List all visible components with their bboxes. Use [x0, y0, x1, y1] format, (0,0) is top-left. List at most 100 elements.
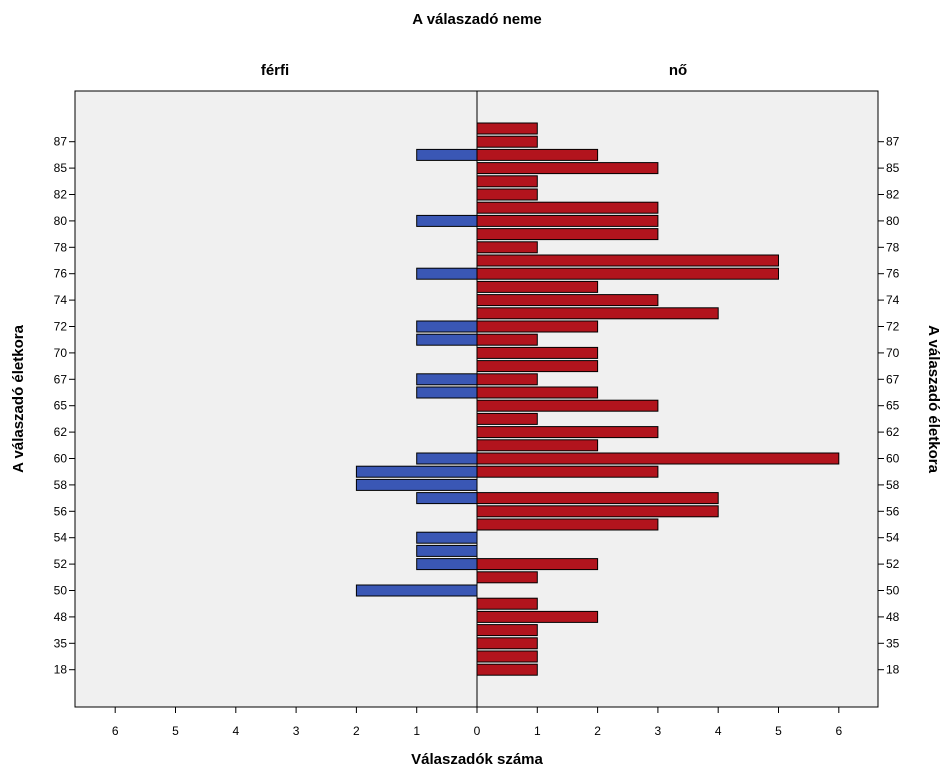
y-tick-label-right: 74: [886, 293, 900, 307]
bar-no-51: [476, 571, 538, 584]
y-tick-label-right: 65: [886, 399, 900, 413]
y-tick-label-left: 52: [54, 557, 68, 571]
bar-no-86: [476, 148, 599, 161]
bar-no-60: [476, 452, 840, 465]
bar-no-59: [476, 465, 659, 478]
y-tick-label-left: 76: [54, 267, 68, 281]
y-tick-label-left: 72: [54, 320, 68, 334]
y-tick-label-left: 50: [54, 584, 68, 598]
bar-no-77: [476, 254, 779, 267]
bar-no-78: [476, 241, 538, 254]
bar-no-75: [476, 280, 599, 293]
x-tick-label: 2: [594, 724, 601, 738]
x-tick-label: 1: [534, 724, 541, 738]
bar-ferfi-54: [416, 531, 478, 544]
bar-no-85: [476, 162, 659, 175]
bar-no-55: [476, 518, 659, 531]
panel-label-ferfi: férfi: [261, 62, 289, 79]
x-tick-label: 3: [655, 724, 662, 738]
bar-no-56: [476, 505, 719, 518]
y-tick-label-left: 56: [54, 504, 68, 518]
x-tick-label: 6: [112, 724, 119, 738]
x-tick-label: 5: [172, 724, 179, 738]
y-tick-label-right: 82: [886, 188, 900, 202]
x-tick-label: 2: [353, 724, 360, 738]
y-tick-label-right: 62: [886, 425, 900, 439]
bar-layer: [355, 122, 840, 676]
y-tick-label-left: 87: [54, 135, 68, 149]
y-tick-label-right: 87: [886, 135, 900, 149]
y-tick-label-left: 58: [54, 478, 68, 492]
bar-no-87: [476, 135, 538, 148]
bar-no-83: [476, 175, 538, 188]
bar-ferfi-80: [416, 214, 478, 227]
y-axis-ticks: 87 87 85 85 82 82 80 80 78 78 76 76 74 74 72 72 70 70 67 67…: [54, 135, 900, 677]
bar-no-70: [476, 346, 599, 359]
y-tick-label-left: 35: [54, 636, 68, 650]
y-tick-label-left: 78: [54, 240, 68, 254]
y-tick-label-right: 72: [886, 320, 900, 334]
x-tick-label: 5: [775, 724, 782, 738]
y-tick-label-left: 48: [54, 610, 68, 624]
bar-no-65: [476, 399, 659, 412]
bar-ferfi-60: [416, 452, 478, 465]
y-tick-label-right: 76: [886, 267, 900, 281]
bar-no-52: [476, 558, 599, 571]
bar-no-57: [476, 492, 719, 505]
y-tick-label-right: 78: [886, 240, 900, 254]
bar-ferfi-86: [416, 148, 478, 161]
panel-label-no: nő: [669, 62, 687, 79]
x-axis-label: Válaszadók száma: [411, 751, 543, 768]
y-tick-label-left: 74: [54, 293, 68, 307]
bar-ferfi-57: [416, 492, 478, 505]
bar-no-73: [476, 307, 719, 320]
y-tick-label-left: 18: [54, 663, 68, 677]
bar-no-49: [476, 597, 538, 610]
bar-no-88: [476, 122, 538, 135]
bar-no-69: [476, 360, 599, 373]
chart-title: A válaszadó neme: [412, 11, 542, 28]
y-tick-label-left: 62: [54, 425, 68, 439]
bar-no-62: [476, 426, 659, 439]
bar-no-81: [476, 201, 659, 214]
y-tick-label-right: 85: [886, 161, 900, 175]
bar-no-67: [476, 373, 538, 386]
bar-ferfi-58: [355, 478, 478, 491]
bar-ferfi-67: [416, 373, 478, 386]
bar-no-66: [476, 386, 599, 399]
x-tick-label: 3: [293, 724, 300, 738]
y-tick-label-right: 56: [886, 504, 900, 518]
bar-no-82: [476, 188, 538, 201]
bar-ferfi-71: [416, 333, 478, 346]
y-tick-label-left: 67: [54, 372, 68, 386]
bar-ferfi-66: [416, 386, 478, 399]
y-tick-label-right: 58: [886, 478, 900, 492]
y-tick-label-left: 82: [54, 188, 68, 202]
bar-no-76: [476, 267, 779, 280]
x-tick-label: 0: [474, 724, 481, 738]
bar-no-79: [476, 228, 659, 241]
bar-no-35: [476, 637, 538, 650]
bar-ferfi-72: [416, 320, 478, 333]
bar-ferfi-76: [416, 267, 478, 280]
y-tick-label-right: 67: [886, 372, 900, 386]
bar-no-63: [476, 412, 538, 425]
x-tick-label: 4: [715, 724, 722, 738]
bar-no-48: [476, 610, 599, 623]
x-axis-ticks: 0 1 1 2 2 3 3 4 4 5 5 6 6: [112, 707, 842, 738]
y-tick-label-left: 65: [54, 399, 68, 413]
y-tick-label-right: 48: [886, 610, 900, 624]
y-tick-label-right: 80: [886, 214, 900, 228]
y-tick-label-right: 35: [886, 636, 900, 650]
y-axis-label-right: A válaszadó életkora: [925, 325, 942, 474]
y-tick-label-right: 60: [886, 452, 900, 466]
bar-no-74: [476, 294, 659, 307]
bar-no-47: [476, 624, 538, 637]
bar-no-80: [476, 214, 659, 227]
y-tick-label-right: 50: [886, 584, 900, 598]
y-tick-label-left: 70: [54, 346, 68, 360]
bar-no-72: [476, 320, 599, 333]
bar-no-71: [476, 333, 538, 346]
bar-ferfi-53: [416, 544, 478, 557]
